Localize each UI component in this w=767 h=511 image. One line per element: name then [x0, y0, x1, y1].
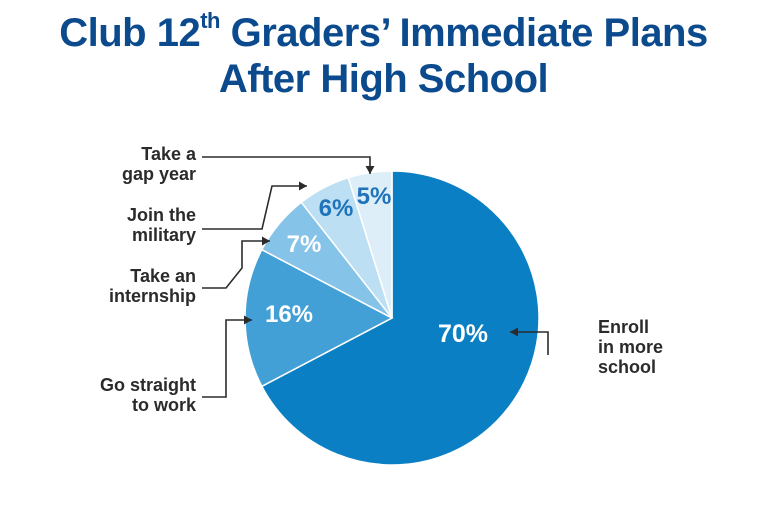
slice-value-label-3: 6% [319, 195, 354, 222]
leader-arrow-2 [262, 236, 270, 246]
leader-line-3 [202, 185, 307, 230]
leader-line-2 [202, 240, 270, 289]
title-rest: Graders’ Immediate Plans [220, 11, 709, 55]
slice-category-label-2: Take an internship [109, 266, 196, 306]
leader-line-1 [202, 319, 252, 398]
leader-arrow-4 [365, 166, 375, 174]
slice-category-label-4: Take a gap year [122, 144, 197, 184]
leader-arrow-1 [244, 315, 252, 325]
title-superscript: th [200, 8, 220, 33]
leader-arrow-0 [510, 327, 518, 337]
slice-category-label-0: Enroll in more school [598, 317, 663, 377]
slice-value-label-0: 70% [438, 320, 488, 348]
slice-value-label-2: 7% [287, 231, 322, 258]
chart-title: Club 12th Graders’ Immediate Plans After… [0, 10, 767, 102]
leader-line-0 [510, 331, 549, 355]
slice-category-label-1: Go straight to work [100, 375, 197, 415]
slice-value-label-4: 5% [357, 183, 392, 210]
pie-slice-0 [260, 170, 540, 466]
slice-value-label-1: 16% [265, 301, 313, 328]
slice-category-label-3: Join the military [127, 205, 196, 245]
leader-line-4 [202, 156, 371, 174]
title-line-2: After High School [218, 57, 549, 101]
title-main: Club 12 [59, 11, 201, 55]
leader-arrow-3 [299, 181, 307, 191]
